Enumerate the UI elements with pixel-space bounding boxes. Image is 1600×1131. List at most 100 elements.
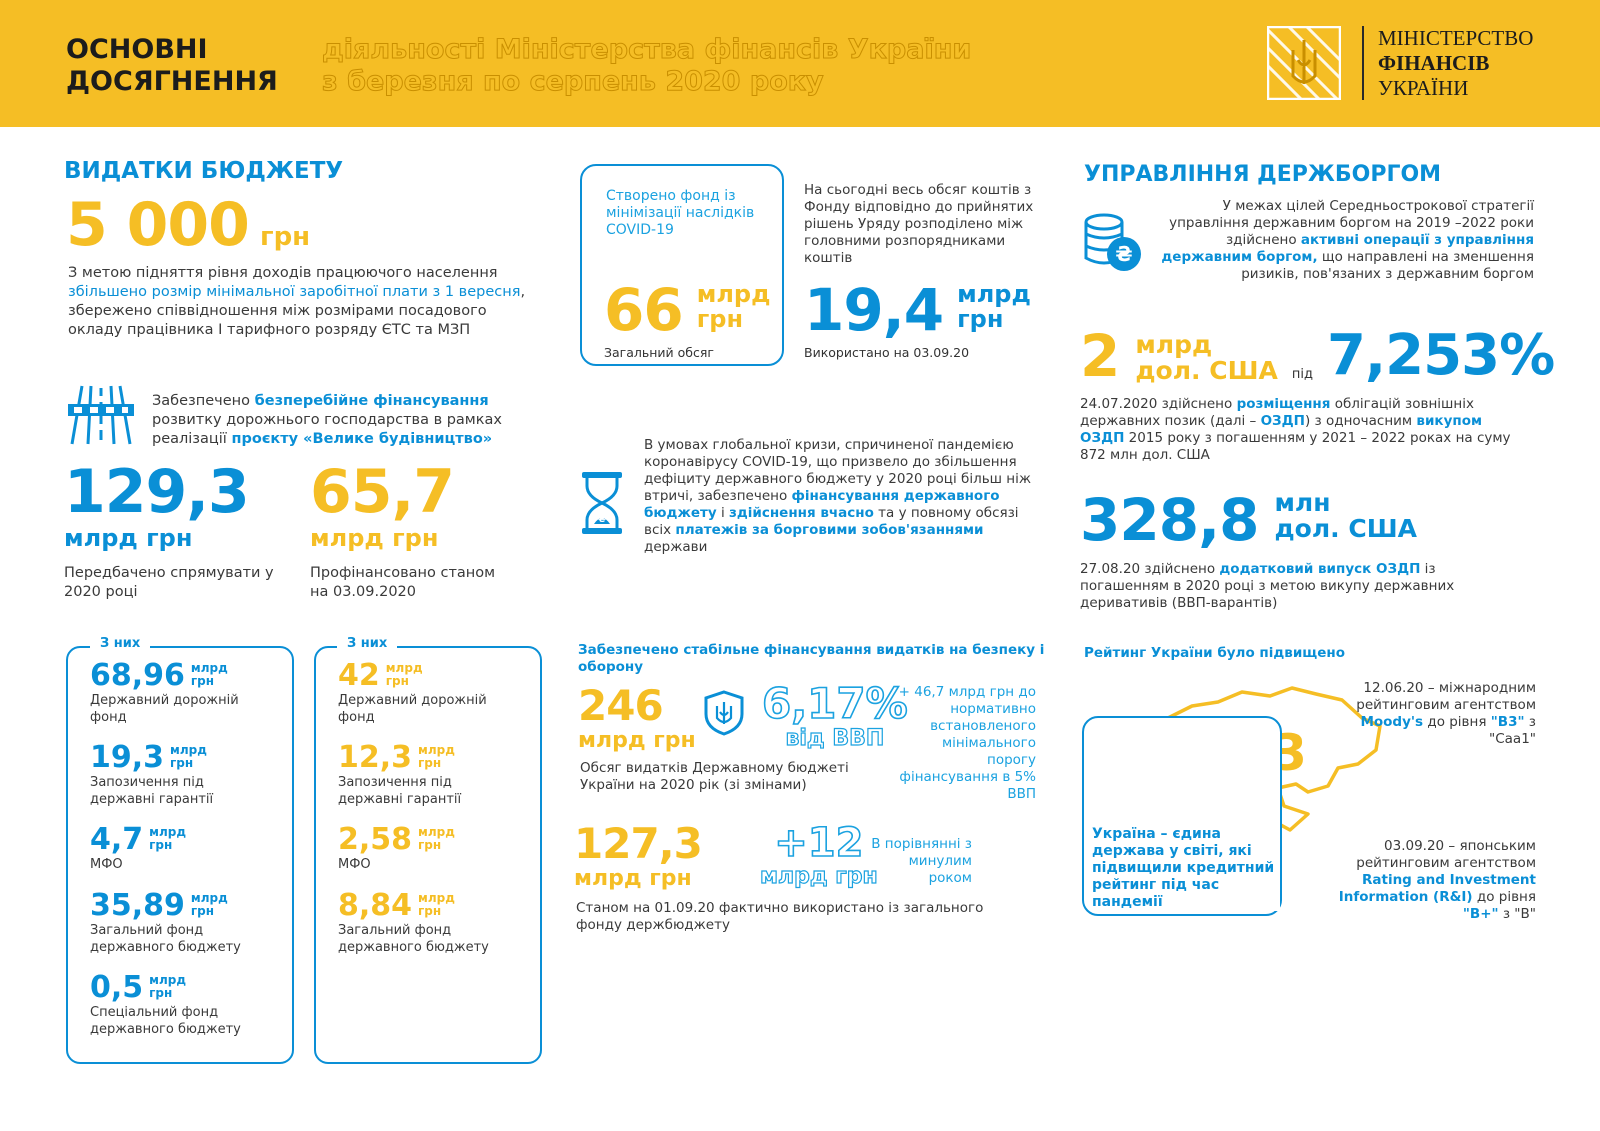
crisis-text-4: держави (644, 539, 708, 555)
crisis-highlight-2: здійснення вчасно (729, 505, 874, 521)
planned-unit: млрд грн (64, 524, 193, 552)
placement-value: 2 (1080, 322, 1120, 390)
ri-text-2: до рівня (1472, 889, 1536, 905)
moodys-text-2: до рівня (1423, 714, 1491, 730)
covid-used-figure: 19,4 млрд грн (804, 280, 1031, 340)
placement-text-2: облігацій зовнішніх державних позик (дал… (1080, 396, 1474, 429)
item-label: Запозичення під державні гарантії (338, 775, 462, 807)
ri-highlight-2: "B+" (1462, 906, 1499, 922)
placement-text-4: 2015 року з погашенням у 2021 – 2022 рок… (1080, 430, 1511, 463)
trident-shield-icon (704, 690, 744, 736)
coins-hryvnia-icon: ₴ (1082, 212, 1144, 274)
item-label: МФО (90, 857, 123, 872)
debt-intro-1: У межах цілей Середньострокової стратегі… (1169, 198, 1534, 248)
planned-stat: 129,3 млрд грн Передбачено спрямувати у … (64, 460, 274, 602)
title-line-2: ДОСЯГНЕННЯ (66, 66, 278, 97)
title-line-1: ОСНОВНІ (66, 34, 208, 65)
crisis-highlight-3: платежів за борговими зобов'язаннями (675, 522, 984, 538)
item-label: Запозичення під державні гарантії (90, 775, 214, 807)
defense-extra-text: + 46,7 млрд грн до нормативно встановлен… (898, 684, 1036, 802)
covid-fund-figure: 66 млрд грн (604, 280, 770, 340)
road-description: Забезпечено безперебійне фінансування ро… (152, 392, 532, 449)
logo-divider (1362, 26, 1364, 100)
defense-used-figure: 127,3 млрд грн (574, 822, 703, 892)
debt-intro-2: що направлені на зменшення ризиків, пов'… (1241, 249, 1534, 282)
defense-used-caption: Станом на 01.09.20 фактично використано … (576, 900, 984, 933)
defense-compare-text: В порівнянні з минулим роком (871, 836, 972, 886)
defense-total-caption: Обсяг видатків Державному бюджеті Україн… (580, 760, 849, 793)
covid-used-value: 19,4 (804, 276, 944, 344)
breakdown-item: 4,7 млрд грн МФО (90, 824, 290, 890)
additional-issue-figure: 328,8 млн дол. США (1080, 488, 1417, 550)
moodys-text-1: 12.06.20 – міжнародним рейтинговим агент… (1356, 680, 1536, 713)
item-unit: млрд грн (190, 891, 228, 918)
covid-used-unit: млрд грн (957, 280, 1031, 334)
item-value: 4,7 (90, 822, 144, 857)
placement-figure: 2 млрд дол. США під 7,253% (1080, 322, 1555, 390)
defense-diff-figure: +12 млрд грн (759, 821, 878, 889)
header-banner: ОСНОВНІ ДОСЯГНЕННЯ діяльності Міністерст… (0, 0, 1600, 127)
breakdown-item: 42 млрд грн Державний дорожній фонд (338, 660, 538, 742)
placement-highlight-3: викупом ОЗДП (1080, 413, 1483, 446)
item-label: МФО (338, 857, 371, 872)
defense-gdp-unit: від ВВП (785, 725, 885, 751)
item-value: 35,89 (90, 888, 185, 923)
covid-distributed-text: На сьогодні весь обсяг коштів з Фонду ві… (804, 182, 1034, 266)
covid-fund-text: Створено фонд із мінімізації наслідків C… (606, 188, 755, 238)
defense-heading: Забезпечено стабільне фінансування видат… (578, 642, 1045, 675)
funded-breakdown-list: 42 млрд грн Державний дорожній фонд 12,3 … (338, 660, 538, 972)
breakdown-item: 2,58 млрд грн МФО (338, 824, 538, 890)
additional-text-1: 27.08.20 здійснено (1080, 561, 1220, 577)
crisis-highlight-1: фінансування державного бюджету (644, 488, 1000, 521)
additional-issue-unit: млн дол. США (1274, 488, 1417, 544)
page-title: ОСНОВНІ ДОСЯГНЕННЯ (66, 34, 278, 98)
item-unit: млрд грн (418, 825, 455, 852)
crisis-text-3: та у повному обсязі всіх (644, 505, 1019, 538)
placement-rate: 7,253% (1326, 323, 1555, 388)
crisis-text-2: і (716, 505, 730, 521)
defense-gdp-figure: 6,17% від ВВП (761, 681, 908, 752)
logo-line-3: УКРАЇНИ (1378, 76, 1469, 100)
item-unit: млрд грн (418, 891, 455, 918)
road-text-highlight-2: проєкту «Велике будівництво» (231, 431, 493, 447)
subtitle-line-2: з березня по серпень 2020 року (321, 66, 824, 98)
planned-breakdown-list: 68,96 млрд грн Державний дорожній фонд 19… (90, 660, 290, 1054)
svg-text:₴: ₴ (1115, 242, 1132, 266)
planned-value: 129,3 (64, 457, 250, 527)
debt-intro-highlight: активні операції з управління державним … (1161, 232, 1534, 265)
item-unit: млрд грн (190, 661, 228, 688)
wage-text-1: З метою підняття рівня доходів працюючог… (68, 265, 498, 281)
page-subtitle: діяльності Міністерства фінансів України… (321, 34, 971, 98)
placement-description: 24.07.2020 здійснено розміщення облігаці… (1080, 396, 1520, 464)
placement-under: під (1291, 367, 1313, 382)
item-unit: млрд грн (149, 973, 187, 1000)
hourglass-icon: ₴ (582, 472, 622, 534)
placement-unit: млрд дол. США (1135, 329, 1278, 385)
ri-text-3: з "B" (1498, 906, 1536, 922)
placement-highlight-2: ОЗДП (1260, 413, 1305, 429)
rating-note-text: Україна – єдина держава у світі, які під… (1092, 826, 1280, 911)
additional-highlight: додатковий випуск ОЗДП (1219, 561, 1421, 577)
breakdown-item: 35,89 млрд грн Загальний фонд державного … (90, 890, 290, 972)
funded-caption: Профінансовано станом на 03.09.2020 (310, 565, 496, 600)
funded-breakdown-box (314, 646, 542, 1064)
logo-line-1: МІНІСТЕРСТВО (1378, 26, 1534, 50)
road-text-1: Забезпечено (152, 393, 255, 409)
moodys-highlight-2: "B3" (1490, 714, 1525, 730)
item-label: Державний дорожній фонд (90, 693, 239, 725)
wage-unit: грн (259, 222, 311, 252)
placement-text-3: ) з одночасним (1304, 413, 1417, 429)
covid-fund-caption: Загальний обсяг (604, 345, 714, 360)
additional-issue-description: 27.08.20 здійснено додатковий випуск ОЗД… (1080, 561, 1480, 612)
item-value: 12,3 (338, 740, 413, 775)
road-text-2: розвитку дорожнього господарства в рамка… (152, 412, 502, 447)
crisis-text-1: В умовах глобальної кризи, спричиненої п… (644, 437, 1032, 504)
item-value: 19,3 (90, 740, 165, 775)
road-icon (68, 384, 134, 446)
breakdown-item: 8,84 млрд грн Загальний фонд державного б… (338, 890, 538, 972)
covid-fund-value: 66 (604, 276, 684, 344)
svg-text:₴: ₴ (598, 515, 606, 525)
funded-unit: млрд грн (310, 524, 439, 552)
item-label: Державний дорожній фонд (338, 693, 487, 725)
item-label: Загальний фонд державного бюджету (90, 923, 241, 955)
